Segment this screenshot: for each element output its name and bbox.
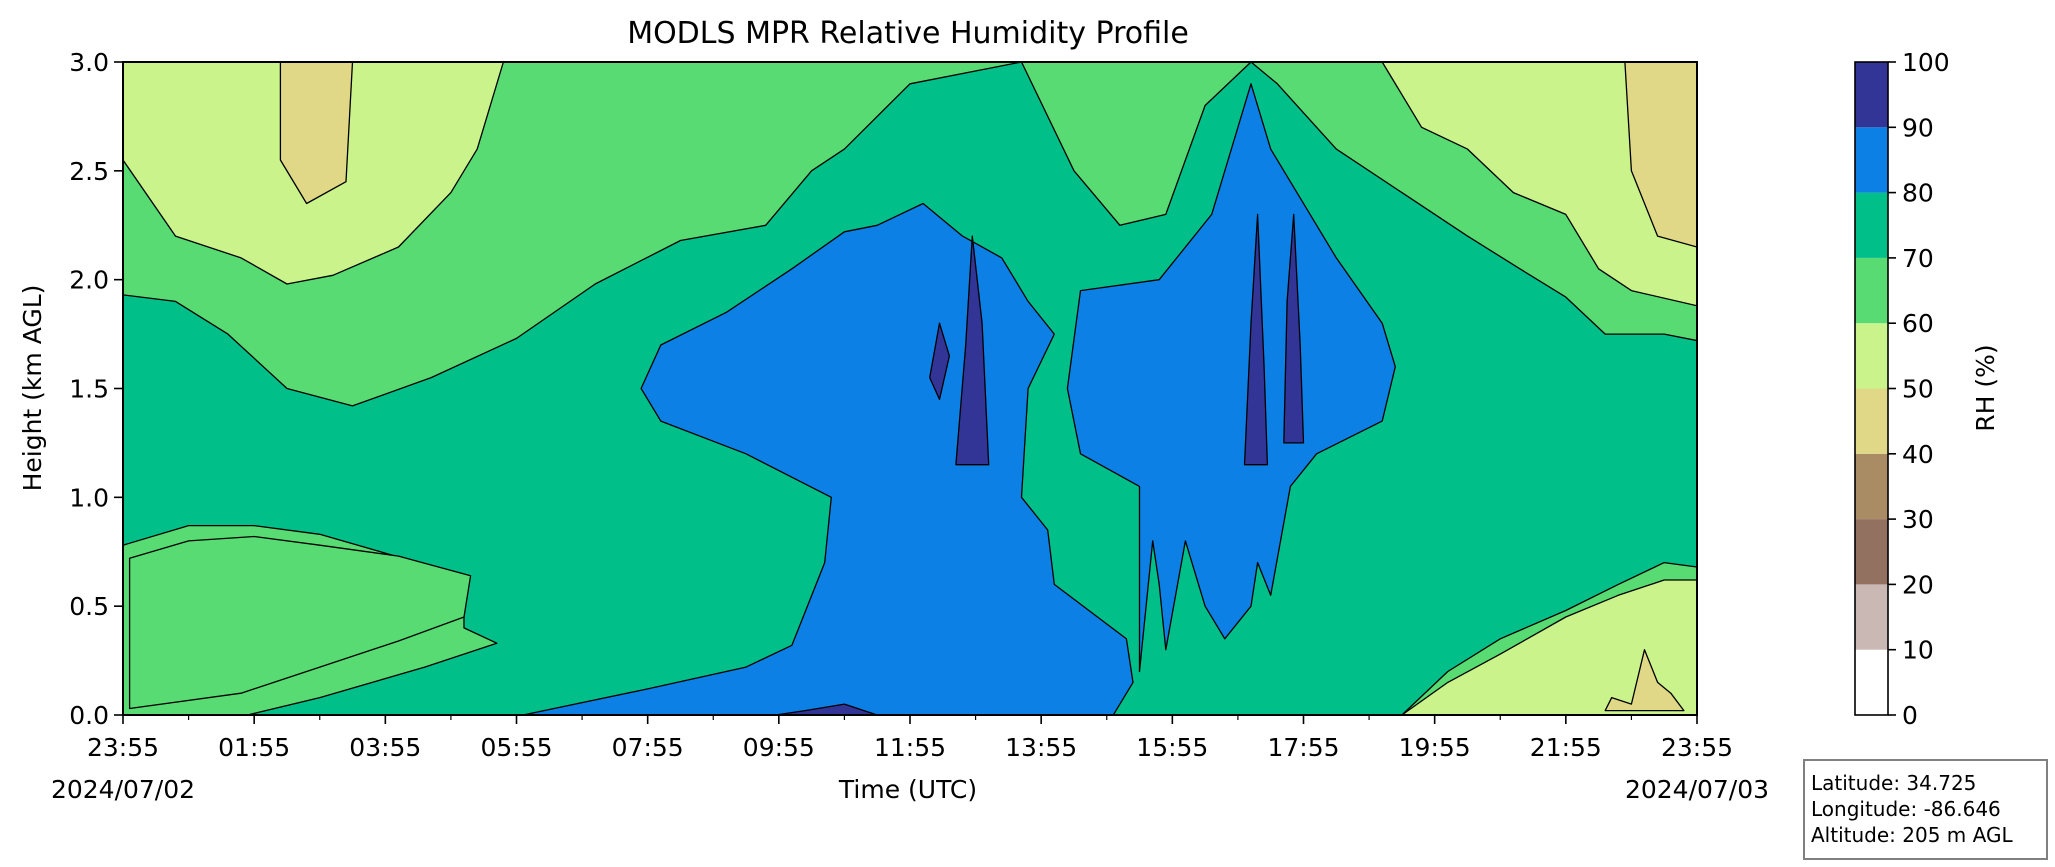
rh-region-90-100-6 xyxy=(929,322,951,401)
rh-region-90-100-5 xyxy=(955,235,990,466)
rh-region-40-50-13 xyxy=(1624,62,1697,248)
y-tick-label: 3.0 xyxy=(69,48,109,77)
x-tick-label: 23:55 xyxy=(87,733,159,762)
latitude-text: Latitude: 34.725 xyxy=(1811,771,1976,795)
info-box-frame xyxy=(1803,759,2048,860)
rh-region-50-60-14 xyxy=(1401,579,1697,715)
colorbar-band xyxy=(1855,519,1888,585)
rh-region-90-100-7 xyxy=(1243,213,1269,466)
colorbar-tick-label: 80 xyxy=(1902,179,1934,208)
rh-region-40-50-15 xyxy=(1604,649,1685,712)
x-tick-label: 13:55 xyxy=(1005,733,1077,762)
colorbar-tick-label: 10 xyxy=(1902,636,1934,665)
x-tick-label: 05:55 xyxy=(480,733,552,762)
x-tick-label: 15:55 xyxy=(1136,733,1208,762)
colorbar-title: RH (%) xyxy=(1971,344,2000,431)
colorbar-band xyxy=(1855,127,1888,193)
x-tick-label: 23:55 xyxy=(1661,733,1733,762)
x-tick-label: 21:55 xyxy=(1530,733,1602,762)
colorbar-tick-label: 60 xyxy=(1902,309,1934,338)
y-tick-label: 0.5 xyxy=(69,592,109,621)
x-axis-title: Time (UTC) xyxy=(838,775,977,804)
y-tick-label: 2.0 xyxy=(69,266,109,295)
y-tick-label: 1.0 xyxy=(69,483,109,512)
colorbar-band xyxy=(1855,649,1888,715)
x-tick-label: 19:55 xyxy=(1399,733,1471,762)
colorbar-band xyxy=(1855,62,1888,128)
colorbar-tick-label: 100 xyxy=(1902,48,1950,77)
y-tick-label: 2.5 xyxy=(69,157,109,186)
y-tick-label: 1.5 xyxy=(69,375,109,404)
start-date-label: 2024/07/02 xyxy=(51,775,195,804)
colorbar-tick-label: 30 xyxy=(1902,505,1934,534)
x-tick-label: 03:55 xyxy=(349,733,421,762)
colorbar-tick-label: 70 xyxy=(1902,244,1934,273)
colorbar-tick-label: 50 xyxy=(1902,375,1934,404)
longitude-text: Longitude: -86.646 xyxy=(1811,797,2001,821)
rh-region-90-100-9 xyxy=(745,703,878,715)
x-tick-label: 11:55 xyxy=(874,733,946,762)
rh-region-90-100-8 xyxy=(1283,213,1305,444)
y-axis-title: Height (km AGL) xyxy=(18,285,47,492)
x-tick-label: 07:55 xyxy=(612,733,684,762)
y-tick-label: 0.0 xyxy=(69,701,109,730)
rh-region-80-90-4 xyxy=(1066,83,1396,673)
rh-region-40-50-11 xyxy=(279,62,354,205)
info-box: Latitude: 34.725 Longitude: -86.646 Alti… xyxy=(1803,759,2048,860)
colorbar-tick-label: 0 xyxy=(1902,701,1918,730)
x-tick-label: 01:55 xyxy=(218,733,290,762)
y-axis: 0.0 0.5 1.0 1.5 2.0 2.5 3.0 xyxy=(69,48,123,730)
colorbar-tick-label: 40 xyxy=(1902,440,1934,469)
colorbar: 0 10 20 30 40 50 60 70 80 90 100 xyxy=(1854,48,1950,730)
colorbar-band xyxy=(1855,388,1888,454)
colorbar-band xyxy=(1855,453,1888,520)
altitude-text: Altitude: 205 m AGL xyxy=(1811,823,2013,847)
plot-area xyxy=(123,62,1697,715)
x-axis: 23:55 01:55 03:55 05:55 07:55 09:55 11:55 13:55… xyxy=(87,715,1733,762)
colorbar-tick-label: 20 xyxy=(1902,570,1934,599)
chart-title: MODLS MPR Relative Humidity Profile xyxy=(627,16,1189,51)
colorbar-band xyxy=(1855,257,1888,324)
x-tick-label: 17:55 xyxy=(1267,733,1339,762)
end-date-label: 2024/07/03 xyxy=(1625,775,1769,804)
colorbar-band xyxy=(1855,584,1888,650)
colorbar-tick-label: 90 xyxy=(1902,113,1934,142)
colorbar-band xyxy=(1855,323,1888,389)
colorbar-band xyxy=(1855,192,1888,258)
rh-region-60-70-2 xyxy=(128,535,472,710)
x-tick-label: 09:55 xyxy=(743,733,815,762)
rh-region-50-60-12 xyxy=(1381,62,1697,307)
